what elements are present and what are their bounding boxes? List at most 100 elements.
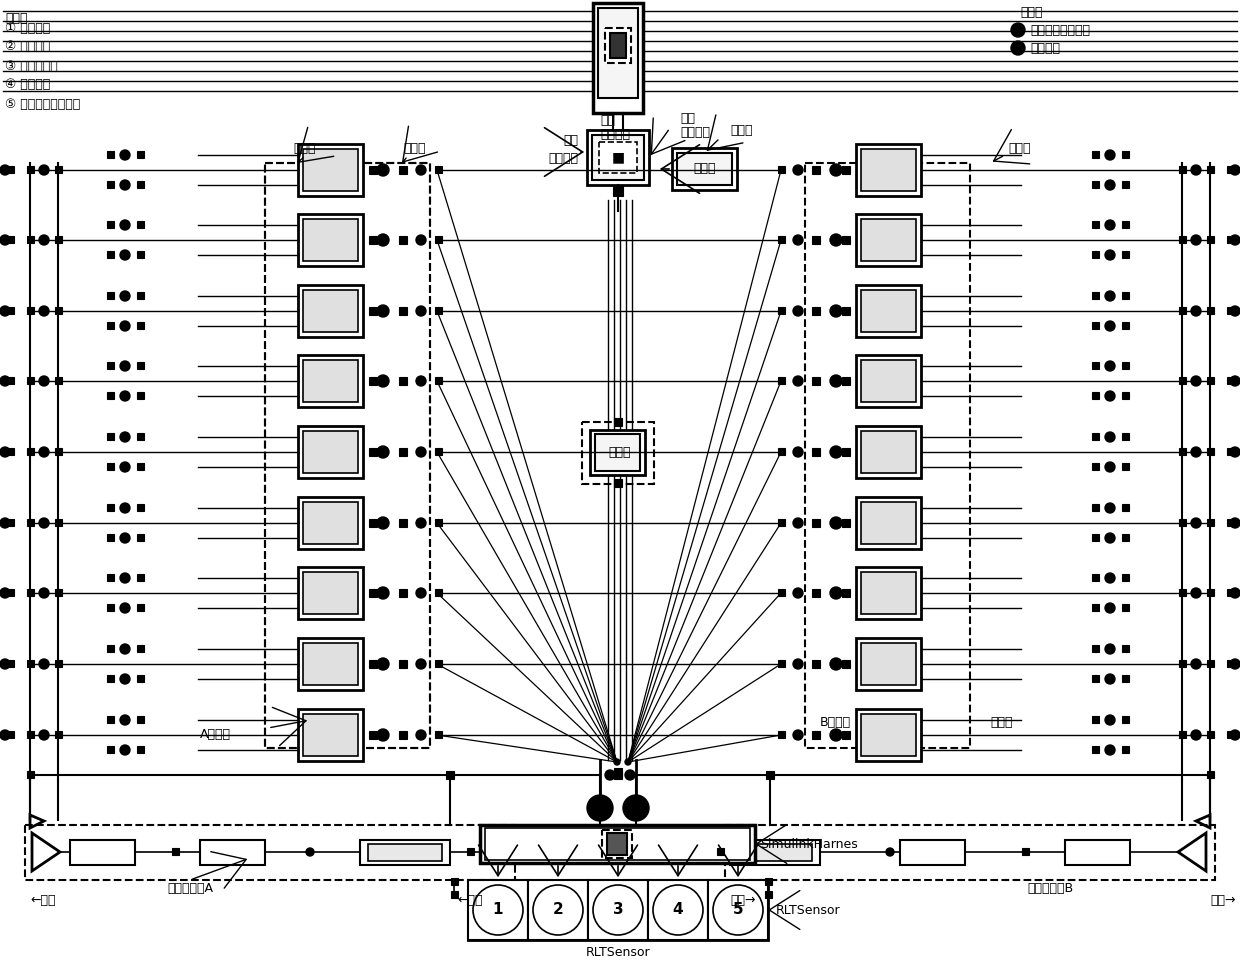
Bar (777, 519, 785, 527)
Circle shape (794, 730, 804, 740)
Circle shape (1105, 674, 1115, 684)
Bar (26, 377, 33, 384)
Circle shape (625, 770, 635, 780)
Text: ⑤ 气缸最大爆发压力: ⑤ 气缸最大爆发压力 (5, 97, 81, 111)
Bar (1091, 463, 1099, 471)
Circle shape (1190, 518, 1202, 528)
Bar (303, 643, 358, 685)
Text: 排气管: 排气管 (1008, 142, 1030, 154)
Bar (399, 307, 407, 315)
Bar (6, 377, 14, 384)
Text: 4: 4 (672, 902, 683, 918)
Bar (26, 167, 33, 173)
Bar (861, 431, 916, 473)
Bar (777, 377, 785, 384)
Text: 涡轮增压器B: 涡轮增压器B (1027, 881, 1073, 895)
Bar (861, 290, 916, 332)
Bar (1178, 519, 1185, 527)
Circle shape (1190, 306, 1202, 316)
Bar (370, 307, 377, 315)
Bar (107, 645, 114, 653)
Circle shape (0, 235, 10, 245)
Bar (1091, 505, 1099, 511)
Circle shape (1105, 644, 1115, 654)
Bar (777, 167, 785, 173)
Circle shape (1105, 180, 1115, 190)
Bar (614, 418, 622, 426)
Text: RLTSensor: RLTSensor (585, 946, 650, 958)
Bar (777, 732, 785, 739)
Circle shape (415, 165, 427, 175)
Circle shape (377, 164, 389, 176)
Bar (136, 393, 144, 400)
Bar (1091, 221, 1099, 228)
Circle shape (415, 447, 427, 457)
Bar (1207, 519, 1214, 527)
Circle shape (120, 180, 130, 190)
Bar (1121, 575, 1128, 582)
Bar (588, 880, 649, 940)
Circle shape (622, 795, 649, 821)
Circle shape (377, 517, 389, 529)
Bar (1207, 237, 1214, 244)
Bar (399, 236, 407, 244)
Circle shape (830, 517, 842, 529)
Circle shape (1230, 518, 1240, 528)
Circle shape (1190, 730, 1202, 740)
Bar (298, 426, 363, 478)
Bar (842, 519, 849, 527)
Bar (171, 848, 179, 855)
Circle shape (1011, 41, 1025, 55)
Bar (1207, 377, 1214, 384)
Bar (805, 163, 970, 748)
Bar (777, 237, 785, 244)
Bar (360, 840, 450, 865)
Bar (1121, 605, 1128, 612)
Bar (587, 130, 649, 185)
Bar (861, 502, 916, 544)
Circle shape (830, 305, 842, 317)
Bar (136, 534, 144, 541)
Circle shape (377, 587, 389, 599)
Circle shape (415, 235, 427, 245)
Circle shape (415, 730, 427, 740)
Circle shape (830, 234, 842, 246)
Circle shape (625, 759, 631, 765)
Bar (861, 572, 916, 614)
Bar (107, 463, 114, 471)
Bar (1207, 307, 1214, 315)
Text: 输入：: 输入： (1021, 6, 1043, 18)
Bar (370, 519, 377, 527)
Bar (136, 181, 144, 189)
Bar (298, 497, 363, 549)
Bar (608, 833, 627, 855)
Circle shape (38, 306, 50, 316)
Circle shape (794, 235, 804, 245)
Circle shape (415, 306, 427, 316)
Bar (370, 589, 377, 597)
Bar (303, 431, 358, 473)
Circle shape (794, 165, 804, 175)
Bar (856, 497, 921, 549)
Bar (842, 660, 849, 668)
Bar (303, 360, 358, 402)
Circle shape (377, 729, 389, 741)
Bar (812, 519, 820, 527)
Circle shape (1105, 321, 1115, 331)
Bar (26, 237, 33, 244)
Bar (1121, 251, 1128, 258)
Bar (1091, 716, 1099, 723)
Bar (55, 377, 62, 384)
Circle shape (1190, 376, 1202, 386)
Bar (136, 362, 144, 370)
Text: ② 进气压力: ② 进气压力 (5, 40, 51, 54)
Bar (738, 844, 812, 861)
Bar (136, 293, 144, 299)
Bar (107, 433, 114, 440)
Circle shape (1105, 462, 1115, 472)
Bar (107, 251, 114, 258)
Text: 中冷器: 中冷器 (609, 446, 631, 458)
Circle shape (120, 321, 130, 331)
Bar (466, 848, 474, 855)
Bar (1121, 323, 1128, 329)
